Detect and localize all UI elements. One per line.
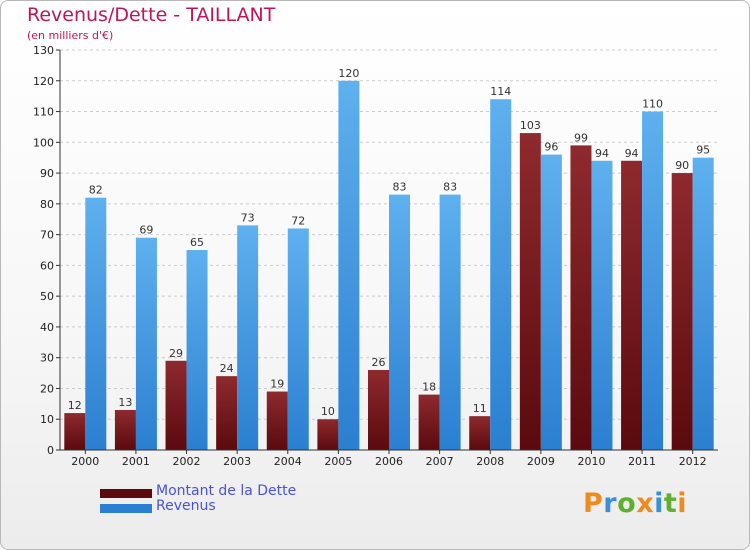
revenue-bar: [540, 154, 562, 450]
debt-value-label: 12: [68, 399, 82, 412]
debt-bar: [469, 416, 491, 450]
bars: 12 82 13 69 29 65 24 73 19 72 10 120 26 83 18 83 11 114 10…: [64, 67, 714, 451]
y-tick-label: 30: [40, 352, 54, 365]
debt-value-label: 26: [372, 356, 386, 369]
x-tick-label: 2011: [628, 455, 656, 468]
legend-swatch-revenue: [100, 504, 152, 513]
y-tick-label: 100: [33, 136, 54, 149]
debt-bar: [570, 145, 592, 450]
debt-value-label: 99: [574, 131, 588, 144]
debt-bar: [216, 376, 238, 450]
revenue-value-label: 96: [544, 141, 558, 154]
debt-value-label: 18: [422, 381, 436, 394]
y-tick-label: 110: [33, 106, 54, 119]
revenue-bar: [237, 225, 259, 450]
debt-bar: [519, 133, 541, 451]
x-tick-label: 2010: [577, 455, 605, 468]
x-tick-label: 2008: [476, 455, 504, 468]
debt-bar: [418, 394, 440, 450]
revenue-value-label: 72: [291, 214, 305, 227]
revenue-bar: [692, 157, 714, 450]
legend-swatch-debt: [100, 489, 152, 498]
revenue-value-label: 69: [139, 224, 153, 237]
revenue-value-label: 114: [490, 85, 511, 98]
y-tick-label: 80: [40, 198, 54, 211]
y-tick-label: 60: [40, 259, 54, 272]
y-tick-label: 120: [33, 75, 54, 88]
debt-bar: [621, 160, 643, 450]
revenue-bar: [642, 111, 664, 451]
debt-value-label: 29: [169, 347, 183, 360]
x-tick-label: 2007: [426, 455, 454, 468]
revenue-value-label: 83: [393, 181, 407, 194]
debt-value-label: 94: [625, 147, 639, 160]
debt-bar: [671, 173, 693, 451]
y-tick-label: 50: [40, 290, 54, 303]
revenue-bar: [338, 80, 360, 451]
x-tick-label: 2005: [324, 455, 352, 468]
revenue-value-label: 83: [443, 181, 457, 194]
x-tick-label: 2000: [71, 455, 99, 468]
legend-label-debt: Montant de la Dette: [156, 483, 297, 499]
y-tick-label: 20: [40, 382, 54, 395]
revenue-bar: [490, 99, 512, 450]
revenue-value-label: 94: [595, 147, 609, 160]
y-tick-label: 10: [40, 413, 54, 426]
revenue-bar: [85, 197, 107, 450]
y-tick-label: 90: [40, 167, 54, 180]
debt-bar: [64, 413, 86, 450]
revenue-value-label: 73: [241, 211, 255, 224]
debt-value-label: 24: [220, 362, 234, 375]
debt-value-label: 103: [520, 119, 541, 132]
revenue-value-label: 110: [642, 98, 663, 111]
debt-value-label: 13: [118, 396, 132, 409]
debt-value-label: 90: [675, 159, 689, 172]
debt-value-label: 19: [270, 378, 284, 391]
y-tick-label: 70: [40, 229, 54, 242]
revenue-bar: [135, 237, 157, 450]
axes: 0 10 20 30 40 50 60 70 80 90 100 110 120 130 2000 2001 2…: [33, 44, 718, 468]
revenue-bar: [439, 194, 461, 450]
revenue-bar: [186, 250, 208, 450]
debt-bar: [165, 360, 187, 450]
debt-bar: [368, 370, 389, 450]
y-tick-label: 0: [47, 444, 54, 457]
debt-value-label: 11: [473, 402, 487, 415]
proxiti-logo: Proxiti: [583, 488, 688, 519]
x-tick-label: 2012: [679, 455, 707, 468]
x-tick-label: 2003: [223, 455, 251, 468]
revenue-value-label: 120: [338, 67, 359, 80]
revenue-bar: [287, 228, 309, 450]
revenue-value-label: 65: [190, 236, 204, 249]
x-tick-label: 2002: [173, 455, 201, 468]
x-tick-label: 2004: [274, 455, 302, 468]
x-tick-label: 2006: [375, 455, 403, 468]
y-tick-label: 130: [33, 44, 54, 57]
debt-bar: [317, 419, 339, 450]
revenue-value-label: 95: [696, 144, 710, 157]
revenue-bar: [389, 194, 410, 450]
x-tick-label: 2001: [122, 455, 150, 468]
legend-label-revenue: Revenus: [156, 498, 216, 514]
y-tick-label: 40: [40, 321, 54, 334]
debt-bar: [114, 410, 136, 450]
debt-value-label: 10: [321, 405, 335, 418]
debt-bar: [266, 391, 288, 450]
revenue-value-label: 82: [89, 184, 103, 197]
chart-title: Revenus/Dette - TAILLANT: [27, 4, 276, 26]
x-tick-label: 2009: [527, 455, 555, 468]
chart-subtitle: (en milliers d'€): [27, 29, 114, 42]
revenue-bar: [591, 160, 613, 450]
